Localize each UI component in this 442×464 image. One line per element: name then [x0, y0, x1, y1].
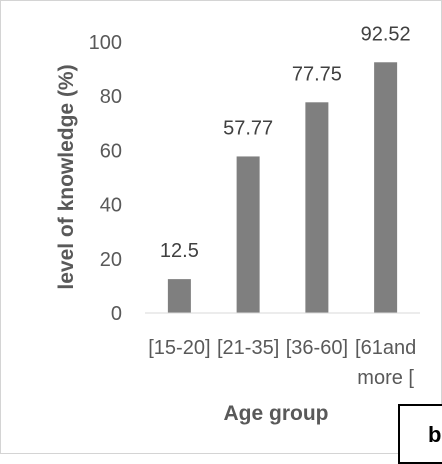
data-label: 77.75: [292, 63, 342, 85]
bar: [374, 62, 398, 314]
y-tick-label: 60: [100, 140, 122, 162]
data-label: 92.52: [361, 23, 411, 45]
x-tick-label: [36-60]: [286, 337, 348, 359]
y-axis-ticks: 0 20 40 60 80 100: [89, 32, 122, 325]
panel-label: b: [398, 404, 442, 464]
y-tick-label: 40: [100, 195, 122, 217]
x-tick-label: [15-20]: [148, 337, 210, 359]
data-label: 12.5: [160, 240, 199, 262]
bars: [167, 62, 398, 314]
x-axis-title: Age group: [224, 402, 329, 425]
x-tick-label: [21-35]: [217, 337, 279, 359]
x-axis-ticks: [15-20] [21-35] [36-60] [61and more [: [148, 337, 416, 389]
x-tick-label: more [: [357, 367, 414, 389]
chart-frame: [0, 0, 442, 454]
data-labels: 12.5 57.77 77.75 92.52: [160, 23, 411, 262]
bar: [236, 156, 260, 313]
y-tick-label: 0: [111, 303, 122, 325]
y-axis-title: level of knowledge (%): [55, 64, 78, 289]
data-label: 57.77: [223, 117, 273, 139]
y-tick-label: 20: [100, 249, 122, 271]
x-tick-label: [61and: [355, 337, 416, 359]
y-tick-label: 80: [100, 86, 122, 108]
bar-chart: level of knowledge (%) Age group 0 20 40 60…: [55, 23, 420, 425]
bar: [305, 102, 329, 313]
bar: [167, 279, 191, 313]
y-tick-label: 100: [89, 32, 122, 54]
